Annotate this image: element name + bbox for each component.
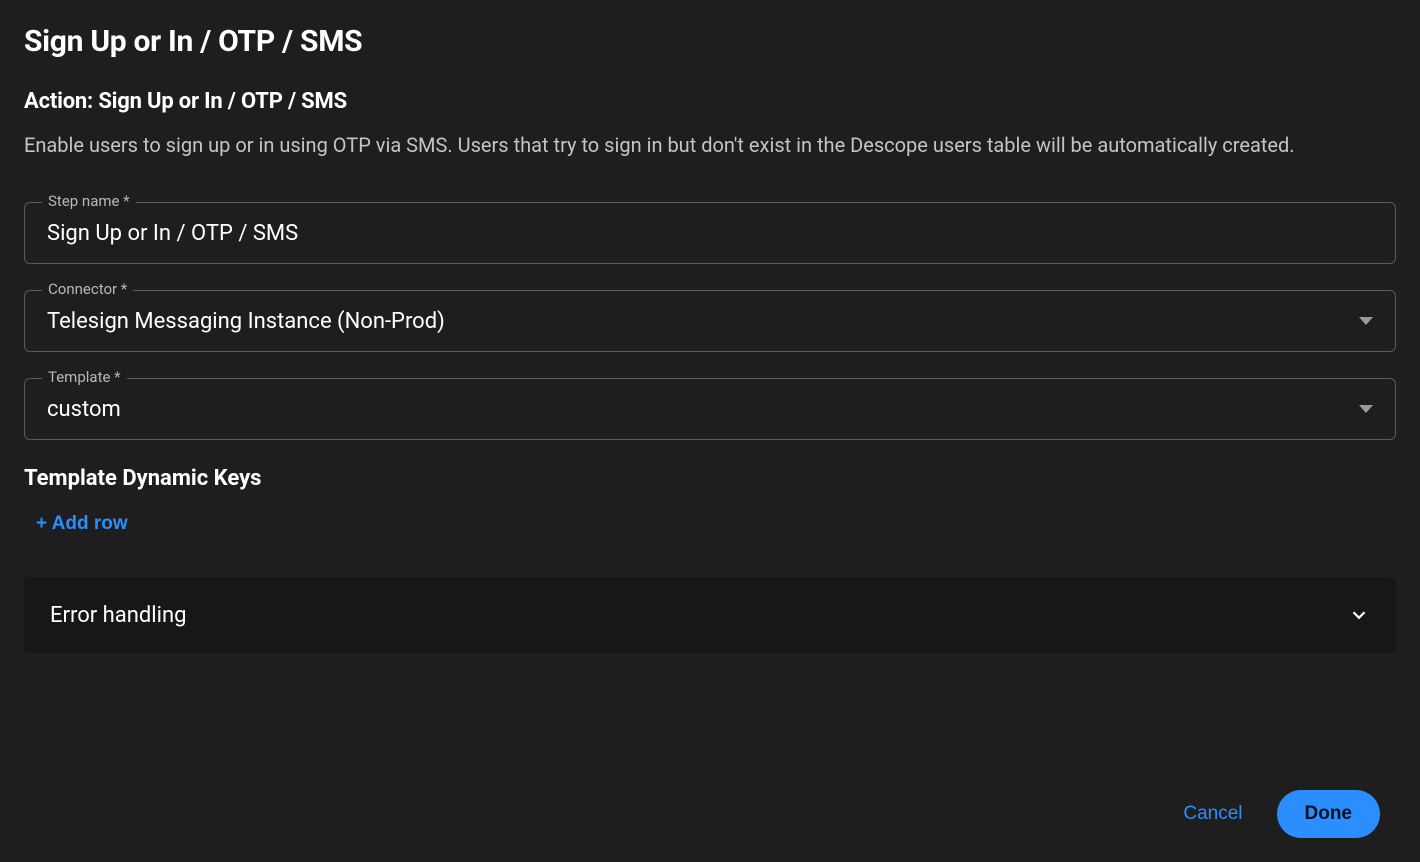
cancel-button[interactable]: Cancel [1177, 793, 1248, 835]
page-title: Sign Up or In / OTP / SMS [24, 24, 1396, 59]
dynamic-keys-heading: Template Dynamic Keys [24, 466, 1396, 491]
error-handling-accordion[interactable]: Error handling [24, 577, 1396, 653]
done-button[interactable]: Done [1277, 790, 1381, 838]
add-row-button[interactable]: + Add row [24, 513, 128, 535]
caret-down-icon [1359, 317, 1373, 325]
connector-select[interactable]: Telesign Messaging Instance (Non-Prod) [24, 290, 1396, 352]
template-value: custom [47, 397, 1359, 422]
action-description: Enable users to sign up or in using OTP … [24, 128, 1369, 162]
chevron-down-icon [1348, 604, 1370, 626]
footer: Cancel Done [1177, 790, 1380, 838]
template-field-group: Template * custom [24, 378, 1396, 440]
caret-down-icon [1359, 405, 1373, 413]
action-heading: Action: Sign Up or In / OTP / SMS [24, 89, 1396, 114]
connector-label: Connector * [42, 280, 133, 298]
step-name-input[interactable] [24, 202, 1396, 264]
error-handling-label: Error handling [50, 603, 187, 628]
template-label: Template * [42, 368, 127, 386]
connector-field-group: Connector * Telesign Messaging Instance … [24, 290, 1396, 352]
step-name-field-group: Step name * [24, 202, 1396, 264]
connector-value: Telesign Messaging Instance (Non-Prod) [47, 309, 1359, 334]
step-name-label: Step name * [42, 192, 136, 210]
template-select[interactable]: custom [24, 378, 1396, 440]
